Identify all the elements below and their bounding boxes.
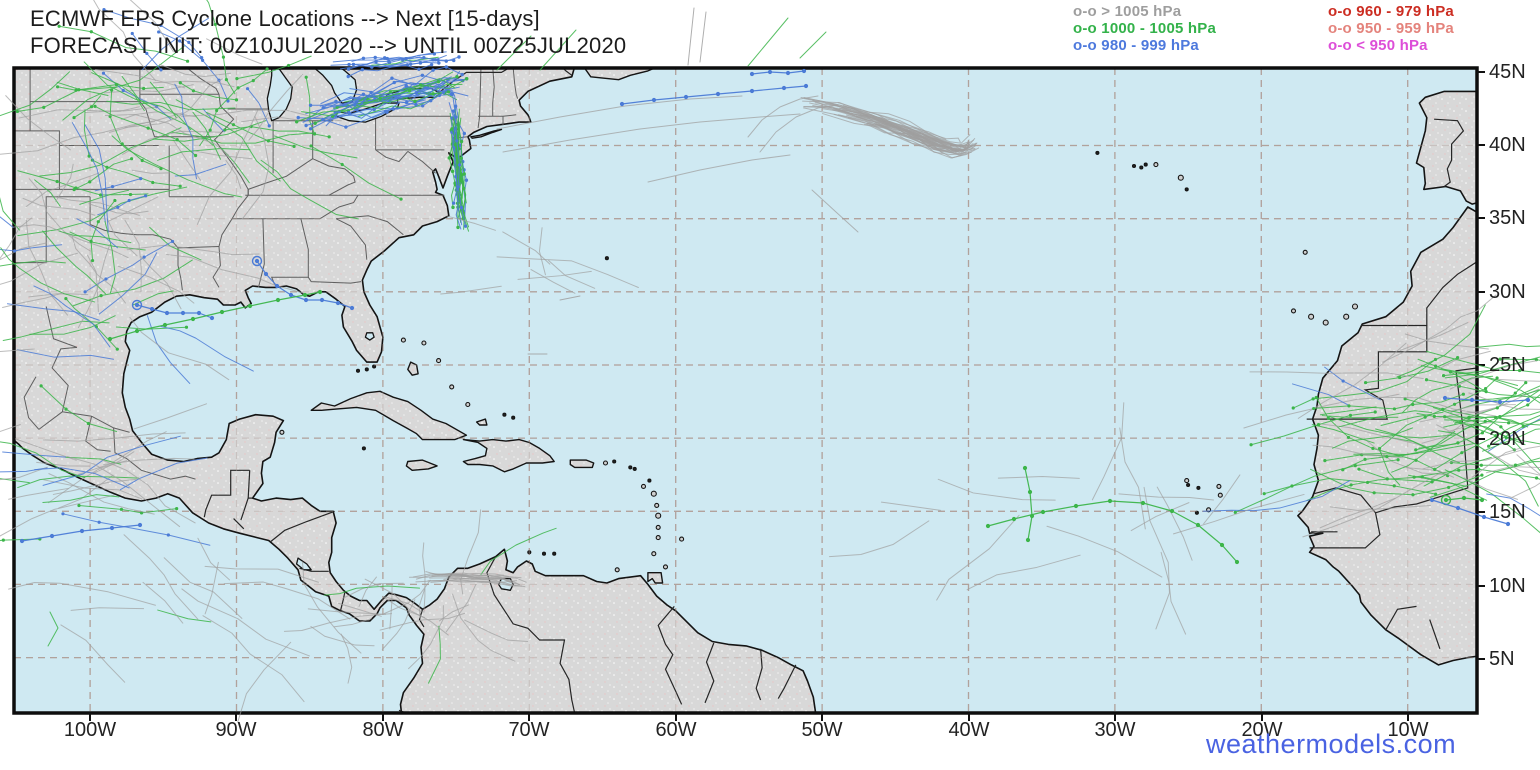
map-title: ECMWF EPS Cyclone Locations --> Next [15… — [30, 6, 540, 31]
lat-tick-20n: 20N — [1489, 428, 1526, 450]
lat-tick-5n: 5N — [1489, 648, 1515, 670]
legend-item-1000-1005: o-o 1000 - 1005 hPa — [1073, 20, 1217, 37]
lat-tick-30n: 30N — [1489, 281, 1526, 303]
legend-item-980-999: o-o 980 - 999 hPa — [1073, 37, 1199, 54]
lon-tick-100w: 100W — [63, 719, 117, 741]
lat-tick-15n: 15N — [1489, 501, 1526, 523]
legend-item-960-979: o-o 960 - 979 hPa — [1328, 3, 1454, 20]
lon-tick-40w: 40W — [948, 719, 990, 741]
lon-tick-70w: 70W — [508, 719, 550, 741]
lon-tick-30w: 30W — [1094, 719, 1136, 741]
lat-tick-35n: 35N — [1489, 207, 1526, 229]
lon-tick-80w: 80W — [362, 719, 404, 741]
legend-item-950-959: o-o 950 - 959 hPa — [1328, 20, 1454, 37]
lon-tick-60w: 60W — [655, 719, 697, 741]
legend-item-gt1005: o-o > 1005 hPa — [1073, 3, 1182, 20]
lat-tick-25n: 25N — [1489, 354, 1526, 376]
watermark-weathermodels: weathermodels.com — [1206, 729, 1457, 759]
lon-tick-10w: 10W — [1387, 719, 1429, 741]
lon-tick-20w: 20W — [1241, 719, 1283, 741]
legend-item-lt950: o-o < 950 hPa — [1328, 37, 1428, 54]
lon-tick-90w: 90W — [215, 719, 257, 741]
lat-tick-10n: 10N — [1489, 575, 1526, 597]
lon-tick-50w: 50W — [801, 719, 843, 741]
lat-tick-45n: 45N — [1489, 61, 1526, 83]
map-subtitle: FORECAST INIT: 00Z10JUL2020 --> UNTIL 00… — [30, 33, 627, 58]
lat-tick-40n: 40N — [1489, 134, 1526, 156]
